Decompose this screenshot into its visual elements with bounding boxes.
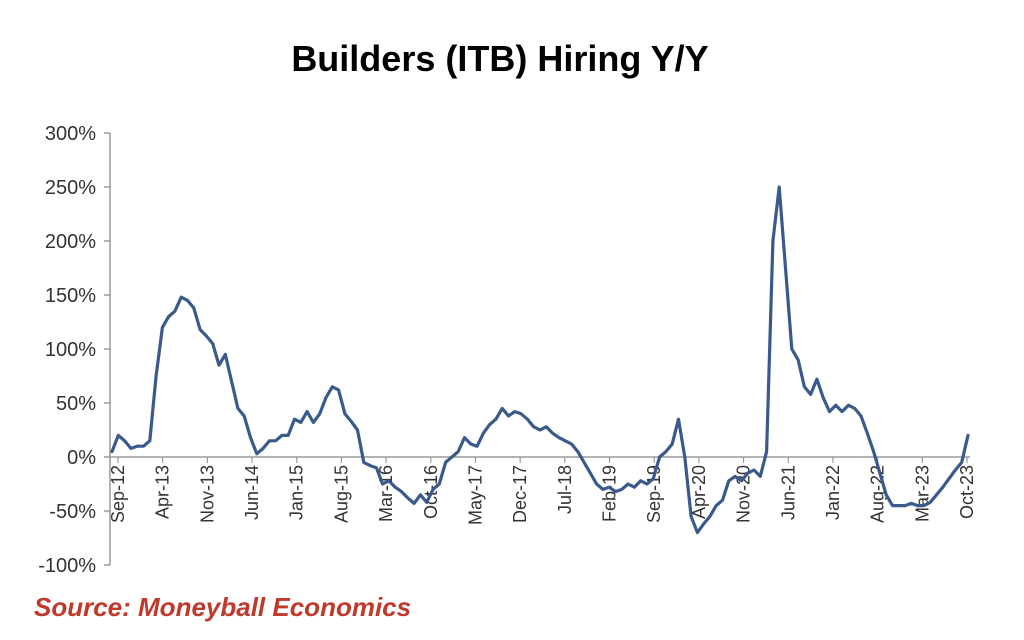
- y-tick-label: 300%: [45, 123, 96, 145]
- x-tick-label: Jan-15: [287, 465, 307, 520]
- x-tick-label: Jun-21: [778, 465, 798, 520]
- y-tick-label: 250%: [45, 177, 96, 199]
- x-tick-label: Oct-23: [957, 465, 977, 519]
- x-tick-label: Mar-23: [912, 465, 932, 522]
- source-note: Source: Moneyball Economics: [34, 592, 412, 622]
- y-tick-label: 0%: [67, 447, 96, 469]
- y-tick-label: 150%: [45, 285, 96, 307]
- y-tick-label: 50%: [56, 393, 96, 415]
- x-tick-label: Aug-15: [331, 465, 351, 523]
- x-tick-label: Sep-12: [108, 465, 128, 523]
- series-line-hiring-yoy: [110, 185, 970, 535]
- x-tick-label: Apr-20: [689, 465, 709, 519]
- y-tick-label: 100%: [45, 339, 96, 361]
- y-tick-label: 200%: [45, 231, 96, 253]
- x-tick-label: Nov-20: [734, 465, 754, 523]
- y-tick-label: -50%: [49, 501, 96, 523]
- x-tick-label: Jan-22: [823, 465, 843, 520]
- chart-title: Builders (ITB) Hiring Y/Y: [291, 38, 709, 79]
- x-tick-label: Apr-13: [153, 465, 173, 519]
- x-tick-label: Sep-19: [644, 465, 664, 523]
- y-tick-label: -100%: [38, 555, 96, 577]
- x-tick-label: Nov-13: [197, 465, 217, 523]
- x-tick-label: Jul-18: [555, 465, 575, 514]
- x-tick-label: Jun-14: [242, 465, 262, 520]
- x-tick-label: May-17: [465, 465, 485, 525]
- x-tick-label: Dec-17: [510, 465, 530, 523]
- x-tick-label: Feb-19: [600, 465, 620, 522]
